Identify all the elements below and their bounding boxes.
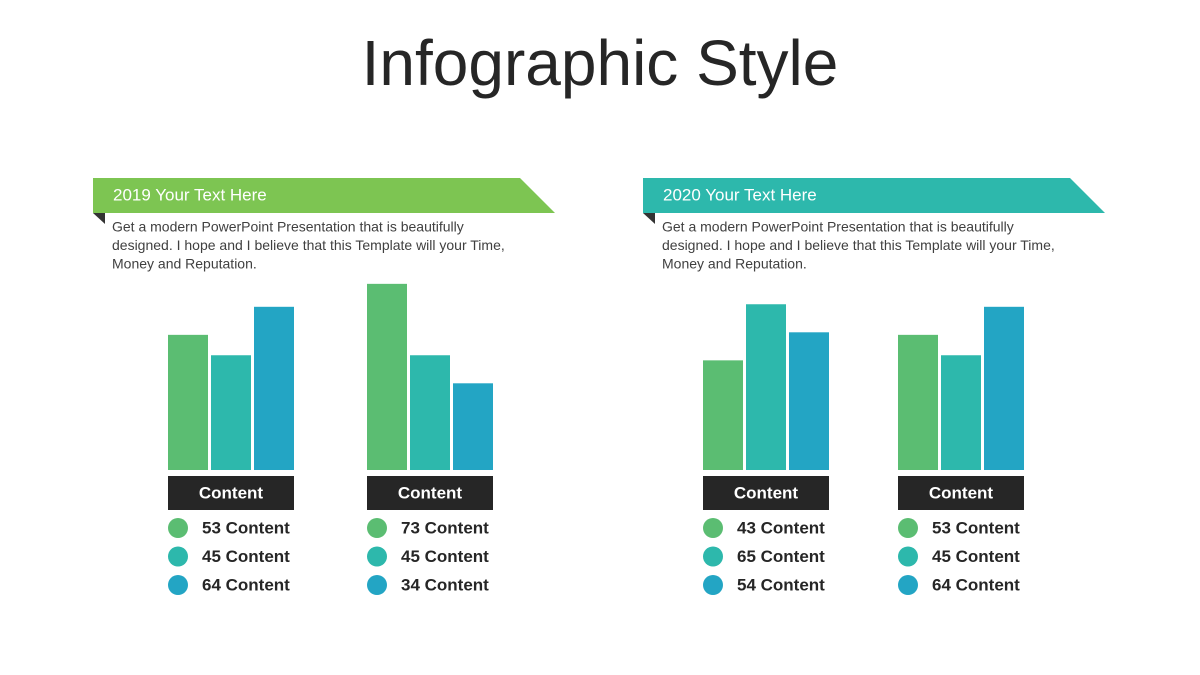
banner-fold <box>93 213 105 224</box>
legend-dot <box>168 546 188 567</box>
legend-dot <box>898 575 918 595</box>
legend-dot <box>367 575 387 595</box>
bar <box>410 355 450 470</box>
bar <box>898 334 938 470</box>
bar <box>453 383 493 470</box>
banner <box>643 178 1105 213</box>
legend-dot <box>367 518 387 538</box>
description-line: Money and Reputation. <box>112 256 257 272</box>
value-label: 65 Content <box>737 547 825 566</box>
description-line: Money and Reputation. <box>662 256 807 272</box>
value-label: 54 Content <box>737 575 825 594</box>
bar <box>984 306 1024 470</box>
bar <box>746 304 786 470</box>
banner-fold <box>643 213 655 224</box>
value-label: 45 Content <box>401 547 489 566</box>
category-box <box>703 476 829 510</box>
banner <box>93 178 555 213</box>
legend-dot <box>703 518 723 538</box>
category-label: Content <box>199 483 264 502</box>
bar <box>703 360 743 470</box>
description-line: Get a modern PowerPoint Presentation tha… <box>112 219 464 235</box>
bar <box>941 355 981 470</box>
description-line: designed. I hope and I believe that this… <box>662 237 1055 253</box>
legend-dot <box>367 546 387 567</box>
bar <box>168 334 208 470</box>
legend-dot <box>703 546 723 567</box>
legend-dot <box>898 518 918 538</box>
bar <box>211 355 251 470</box>
category-box <box>168 476 294 510</box>
legend-dot <box>898 546 918 567</box>
value-label: 64 Content <box>202 575 290 594</box>
category-box <box>367 476 493 510</box>
bar <box>254 306 294 470</box>
category-label: Content <box>929 483 994 502</box>
banner-text: 2020 Your Text Here <box>663 185 817 204</box>
value-label: 73 Content <box>401 518 489 537</box>
bar <box>367 283 407 470</box>
value-label: 43 Content <box>737 518 825 537</box>
description-line: Get a modern PowerPoint Presentation tha… <box>662 219 1014 235</box>
legend-dot <box>703 575 723 595</box>
slide-title: Infographic Style <box>362 27 839 99</box>
legend-dot <box>168 518 188 538</box>
value-label: 53 Content <box>932 518 1020 537</box>
value-label: 64 Content <box>932 575 1020 594</box>
banner-text: 2019 Your Text Here <box>113 185 267 204</box>
category-label: Content <box>398 483 463 502</box>
value-label: 53 Content <box>202 518 290 537</box>
category-box <box>898 476 1024 510</box>
description-line: designed. I hope and I believe that this… <box>112 237 505 253</box>
value-label: 45 Content <box>202 547 290 566</box>
value-label: 45 Content <box>932 547 1020 566</box>
value-label: 34 Content <box>401 575 489 594</box>
bar <box>789 332 829 470</box>
legend-dot <box>168 575 188 595</box>
category-label: Content <box>734 483 799 502</box>
